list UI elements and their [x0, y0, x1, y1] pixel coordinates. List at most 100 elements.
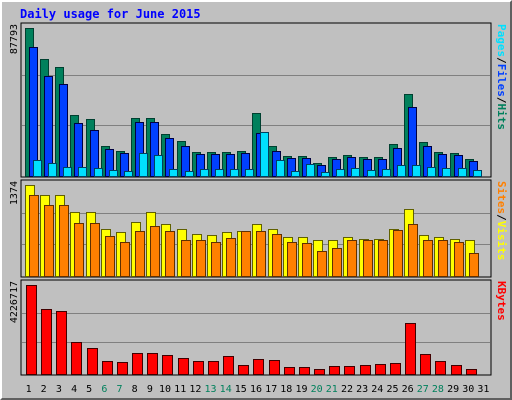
- bar-kbytes-day-20: [314, 369, 325, 375]
- bar-sites-day-23: [363, 240, 373, 277]
- bar-sites-day-24: [378, 240, 388, 277]
- bar-kbytes-day-25: [390, 363, 401, 375]
- x-tick-label-day-9: 9: [147, 384, 153, 395]
- bar-pages-day-28: [442, 168, 451, 177]
- x-tick-label-day-16: 16: [250, 384, 262, 395]
- bar-kbytes-day-15: [238, 365, 249, 375]
- bar-pages-day-19: [306, 164, 315, 177]
- bar-kbytes-day-3: [56, 311, 67, 375]
- x-tick-label-day-19: 19: [295, 384, 307, 395]
- bar-pages-day-6: [109, 170, 118, 177]
- bar-sites-day-15: [241, 231, 251, 277]
- x-tick-label-day-8: 8: [132, 384, 138, 395]
- x-tick-label-day-28: 28: [432, 384, 444, 395]
- bar-kbytes-day-11: [178, 358, 189, 375]
- bar-pages-day-3: [63, 167, 72, 177]
- x-tick-label-day-27: 27: [417, 384, 429, 395]
- bar-kbytes-day-29: [451, 365, 462, 375]
- bar-pages-day-18: [291, 171, 300, 177]
- bar-pages-day-4: [78, 167, 87, 177]
- x-tick-label-day-29: 29: [447, 384, 459, 395]
- bar-sites-day-29: [454, 242, 464, 277]
- bar-sites-day-9: [150, 226, 160, 277]
- bar-sites-day-11: [181, 240, 191, 277]
- bar-sites-day-1: [29, 195, 39, 277]
- bar-kbytes-day-22: [344, 366, 355, 375]
- bar-pages-day-26: [412, 165, 421, 177]
- x-tick-label-day-11: 11: [174, 384, 186, 395]
- x-tick-label-day-31: 31: [477, 384, 489, 395]
- legend-hits-files-pages: Pages/Files/Hits: [495, 24, 508, 130]
- chart-title: Daily usage for June 2015: [20, 7, 201, 21]
- bar-sites-day-20: [317, 251, 327, 277]
- bar-sites-day-14: [226, 238, 236, 277]
- bar-pages-day-17: [276, 160, 285, 177]
- bar-pages-day-16: [260, 132, 269, 177]
- legend-visits-sites: Sites/Visits: [495, 181, 508, 261]
- bar-pages-day-24: [382, 169, 391, 177]
- bar-sites-day-28: [438, 240, 448, 277]
- bar-kbytes-day-6: [102, 361, 113, 375]
- x-tick-label-day-20: 20: [311, 384, 323, 395]
- legend-part: /: [495, 214, 508, 221]
- bar-sites-day-17: [272, 234, 282, 277]
- bar-sites-day-2: [44, 205, 54, 277]
- x-tick-label-day-24: 24: [371, 384, 383, 395]
- bar-pages-day-5: [94, 168, 103, 177]
- bar-kbytes-day-8: [132, 353, 143, 375]
- x-tick-label-day-3: 3: [56, 384, 62, 395]
- bar-kbytes-day-18: [284, 367, 295, 375]
- x-tick-label-day-15: 15: [235, 384, 247, 395]
- bar-pages-day-13: [215, 169, 224, 177]
- bar-sites-day-22: [347, 240, 357, 277]
- bar-sites-day-12: [196, 240, 206, 277]
- x-tick-label-day-7: 7: [116, 384, 122, 395]
- x-tick-label-day-12: 12: [189, 384, 201, 395]
- bar-pages-day-15: [245, 169, 254, 177]
- bar-kbytes-day-23: [360, 365, 371, 375]
- bar-sites-day-8: [135, 231, 145, 277]
- legend-part: /: [495, 57, 508, 64]
- bar-pages-day-10: [169, 169, 178, 177]
- x-tick-label-day-13: 13: [204, 384, 216, 395]
- bar-pages-day-25: [397, 165, 406, 177]
- legend-part: Visits: [495, 221, 508, 261]
- legend-part: Sites: [495, 181, 508, 214]
- bar-pages-day-30: [473, 170, 482, 177]
- bar-sites-day-4: [74, 223, 84, 277]
- bar-kbytes-day-12: [193, 361, 204, 375]
- legend-part: Files: [495, 64, 508, 97]
- bar-sites-day-7: [120, 242, 130, 277]
- bar-pages-day-14: [230, 169, 239, 177]
- bar-sites-day-19: [302, 243, 312, 277]
- bar-sites-day-13: [211, 242, 221, 277]
- bar-kbytes-day-1: [26, 285, 37, 375]
- legend-part: /: [495, 97, 508, 104]
- x-tick-label-day-17: 17: [265, 384, 277, 395]
- bar-kbytes-day-27: [420, 354, 431, 375]
- bar-kbytes-day-17: [269, 360, 280, 375]
- bar-sites-day-26: [408, 224, 418, 277]
- x-tick-label-day-23: 23: [356, 384, 368, 395]
- max-label-kbytes: 4226717: [9, 281, 20, 323]
- bar-pages-day-22: [351, 168, 360, 177]
- bar-pages-day-23: [367, 170, 376, 177]
- max-label-hits-files-pages: 87793: [9, 24, 20, 54]
- bar-kbytes-day-28: [435, 361, 446, 375]
- bar-kbytes-day-7: [117, 362, 128, 375]
- x-tick-label-day-6: 6: [101, 384, 107, 395]
- legend-part: Pages: [495, 24, 508, 57]
- x-tick-label-day-25: 25: [386, 384, 398, 395]
- x-tick-label-day-14: 14: [220, 384, 232, 395]
- bar-files-day-3: [59, 84, 68, 177]
- bar-pages-day-12: [200, 169, 209, 177]
- x-tick-label-day-4: 4: [71, 384, 77, 395]
- bar-kbytes-day-13: [208, 361, 219, 375]
- bar-files-day-2: [44, 76, 53, 177]
- x-tick-label-day-22: 22: [341, 384, 353, 395]
- bar-sites-day-21: [332, 248, 342, 277]
- bar-sites-day-10: [165, 231, 175, 277]
- x-tick-label-day-30: 30: [462, 384, 474, 395]
- x-tick-label-day-10: 10: [159, 384, 171, 395]
